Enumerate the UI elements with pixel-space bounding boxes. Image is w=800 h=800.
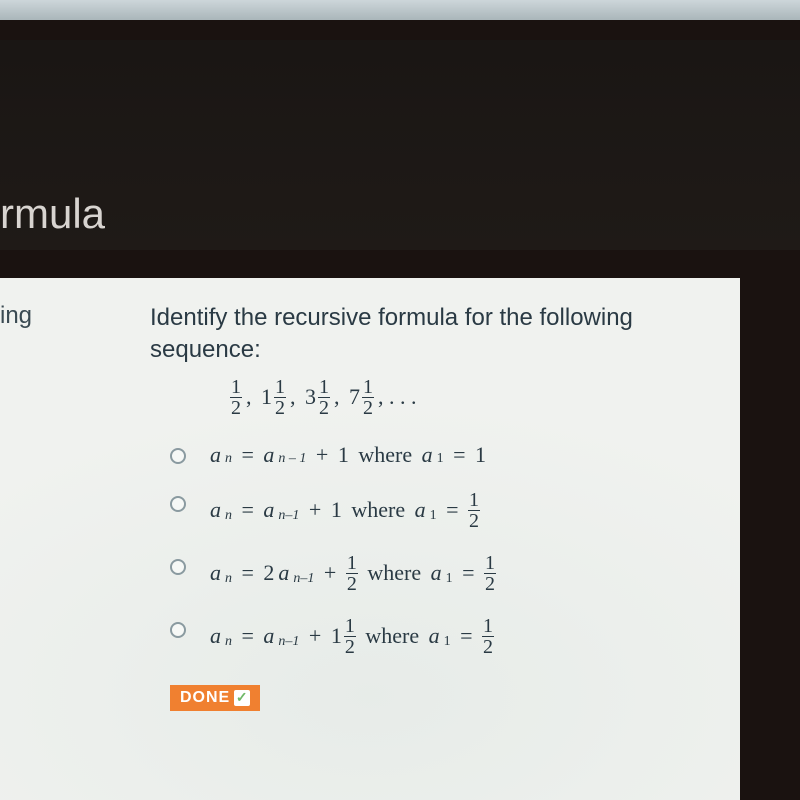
option-3[interactable]: an = 2an–1 + 1 2 where a1 = 1 <box>170 553 710 594</box>
left-nav-fragment: ing <box>0 302 60 330</box>
option-1[interactable]: an = an – 1 + 1 where a1 = 1 <box>170 442 710 468</box>
screen: rmula ing Identify the recursive formula… <box>0 20 800 800</box>
option-4[interactable]: an = an–1 + 1 1 2 where a1 <box>170 616 710 657</box>
radio-icon[interactable] <box>170 496 186 512</box>
comma: , <box>246 384 257 410</box>
option-3-formula: an = 2an–1 + 1 2 where a1 = 1 <box>210 553 496 594</box>
page-header: rmula <box>0 40 800 250</box>
seq-term-1: 1 2 <box>230 377 242 418</box>
question-line2: sequence: <box>150 336 261 363</box>
question-line1: Identify the recursive formula for the f… <box>150 304 633 331</box>
done-button[interactable]: DONE ✓ <box>170 685 260 711</box>
seq-term-2: 1 1 2 <box>261 377 286 418</box>
radio-icon[interactable] <box>170 448 186 464</box>
radio-icon[interactable] <box>170 622 186 638</box>
option-2-formula: an = an–1 + 1 where a1 = 1 2 <box>210 490 480 531</box>
comma: , <box>290 384 301 410</box>
monitor-top-bezel <box>0 0 800 20</box>
ellipsis: , . . . <box>378 384 417 410</box>
options-group: an = an – 1 + 1 where a1 = 1 an = <box>170 442 710 657</box>
seq-term-3: 3 1 2 <box>305 377 330 418</box>
comma: , <box>334 384 345 410</box>
question-panel: ing Identify the recursive formula for t… <box>0 278 740 800</box>
sequence: 1 2 , 1 1 2 , 3 1 2 <box>230 377 710 418</box>
question-block: Identify the recursive formula for the f… <box>150 302 710 711</box>
seq-term-4: 7 1 2 <box>349 377 374 418</box>
option-1-formula: an = an – 1 + 1 where a1 = 1 <box>210 442 486 468</box>
question-text: Identify the recursive formula for the f… <box>150 302 710 367</box>
option-4-formula: an = an–1 + 1 1 2 where a1 <box>210 616 494 657</box>
page-title: rmula <box>0 190 105 238</box>
radio-icon[interactable] <box>170 559 186 575</box>
check-icon: ✓ <box>234 690 250 706</box>
option-2[interactable]: an = an–1 + 1 where a1 = 1 2 <box>170 490 710 531</box>
done-label: DONE <box>180 689 230 707</box>
